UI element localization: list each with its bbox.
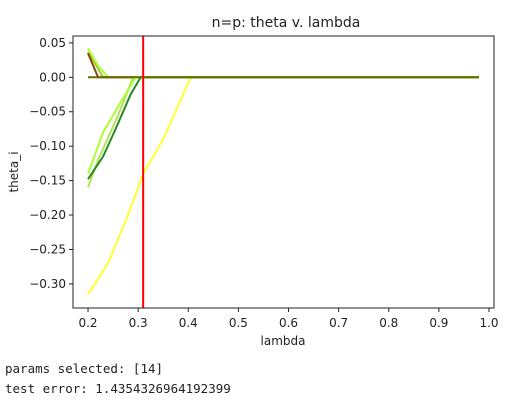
y-axis-label: theta_i [7, 151, 21, 192]
y-tick-label: 0.05 [39, 36, 66, 50]
y-tick-label: 0.00 [39, 70, 66, 84]
theta-lambda-chart: n=p: theta v. lambda 0.2 0.3 0.4 0.5 0.6 0.7 0… [0, 0, 517, 345]
params-selected-output: params selected: [14] [5, 361, 163, 377]
x-tick-label: 0.2 [78, 316, 97, 330]
y-tick-label: −0.25 [29, 242, 66, 256]
x-axis: 0.2 0.3 0.4 0.5 0.6 0.7 0.8 0.9 1.0 [78, 308, 498, 330]
y-tick-label: −0.30 [29, 277, 66, 291]
y-tick-label: −0.05 [29, 105, 66, 119]
y-tick-label: −0.10 [29, 139, 66, 153]
x-tick-label: 0.8 [379, 316, 398, 330]
x-tick-label: 0.5 [229, 316, 248, 330]
x-tick-label: 0.3 [129, 316, 148, 330]
x-tick-label: 0.7 [329, 316, 348, 330]
series-line-6 [88, 77, 479, 173]
y-tick-label: −0.15 [29, 174, 66, 188]
x-axis-label: lambda [261, 334, 306, 345]
test-error-output: test error: 1.4354326964192399 [5, 381, 231, 397]
x-tick-label: 0.9 [429, 316, 448, 330]
chart-title: n=p: theta v. lambda [212, 15, 361, 31]
series-line-5 [88, 77, 479, 187]
series-line-2 [88, 52, 479, 78]
y-axis: 0.05 0.00 −0.05 −0.10 −0.15 −0.20 −0.25 −0.30 [29, 36, 73, 291]
x-tick-label: 1.0 [479, 316, 498, 330]
x-tick-label: 0.4 [179, 316, 198, 330]
series-line-4 [88, 53, 479, 77]
series-line-3 [88, 48, 479, 77]
y-tick-label: −0.20 [29, 208, 66, 222]
plot-area [88, 36, 479, 308]
x-tick-label: 0.6 [279, 316, 298, 330]
series-line-1 [88, 77, 479, 294]
series-line-7 [88, 77, 479, 179]
